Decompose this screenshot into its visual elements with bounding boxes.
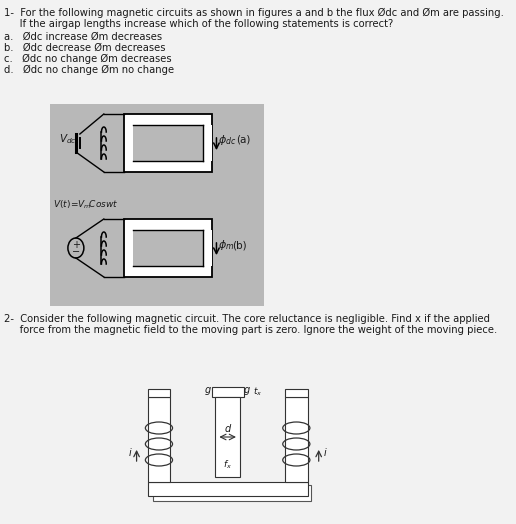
Bar <box>285 389 308 397</box>
Text: $t_x$: $t_x$ <box>253 386 263 398</box>
Text: (b): (b) <box>232 240 247 250</box>
Bar <box>203 230 212 266</box>
Bar <box>124 219 212 277</box>
Text: −: − <box>72 247 80 257</box>
Text: $\phi_m$: $\phi_m$ <box>218 238 234 252</box>
Text: c.   Ødc no change Øm decreases: c. Ødc no change Øm decreases <box>4 54 172 64</box>
Bar <box>148 482 308 496</box>
Text: $V(t)\!=\!V_m\!Coswt$: $V(t)\!=\!V_m\!Coswt$ <box>53 199 118 211</box>
Text: b.   Ødc decrease Øm decreases: b. Ødc decrease Øm decreases <box>4 43 166 53</box>
Text: $f_x$: $f_x$ <box>223 458 232 471</box>
Text: i: i <box>324 448 327 458</box>
Bar <box>133 125 203 161</box>
Text: (a): (a) <box>236 135 250 145</box>
Text: +: + <box>72 239 80 249</box>
Text: 1-  For the following magnetic circuits as shown in figures a and b the flux Ødc: 1- For the following magnetic circuits a… <box>4 8 504 18</box>
Text: g: g <box>244 385 250 395</box>
Text: If the airgap lengths increase which of the following statements is correct?: If the airgap lengths increase which of … <box>4 19 393 29</box>
Bar <box>212 387 244 397</box>
Text: g: g <box>205 385 211 395</box>
Bar <box>148 389 170 397</box>
Bar <box>203 125 212 161</box>
Text: d: d <box>224 424 231 434</box>
Bar <box>133 230 203 266</box>
Bar <box>148 397 170 482</box>
Bar <box>124 114 212 172</box>
Bar <box>50 104 264 306</box>
Text: 2-  Consider the following magnetic circuit. The core reluctance is negligible. : 2- Consider the following magnetic circu… <box>4 314 490 324</box>
Text: a.   Ødc increase Øm decreases: a. Ødc increase Øm decreases <box>4 32 162 42</box>
Text: force from the magnetic field to the moving part is zero. Ignore the weight of t: force from the magnetic field to the mov… <box>4 325 497 335</box>
Bar <box>153 485 311 501</box>
Text: d.   Ødc no change Øm no change: d. Ødc no change Øm no change <box>4 65 174 75</box>
Bar <box>285 397 308 482</box>
Text: $V_{dc}$: $V_{dc}$ <box>59 132 77 146</box>
Bar <box>215 397 240 477</box>
Text: i: i <box>129 448 132 458</box>
Text: $\phi_{dc}$: $\phi_{dc}$ <box>218 133 236 147</box>
